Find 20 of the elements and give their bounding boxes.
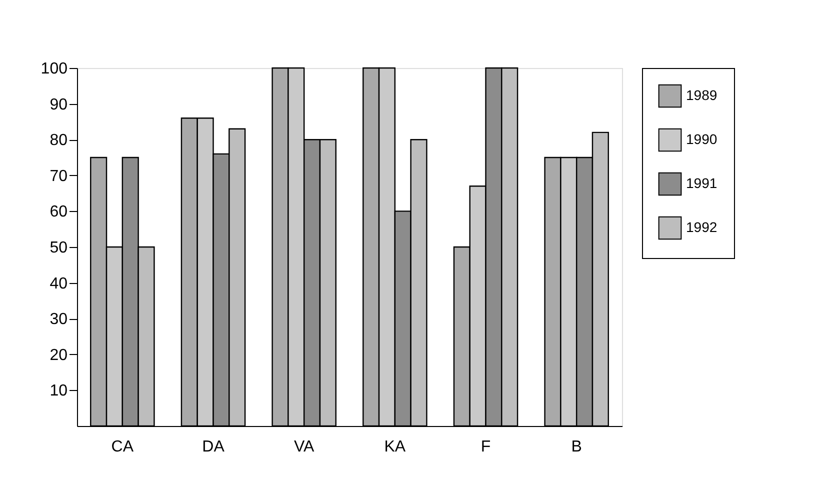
x-tick-label: CA bbox=[111, 438, 134, 456]
y-tick-label: 70 bbox=[50, 168, 68, 185]
y-tick-label: 100 bbox=[40, 60, 68, 78]
legend-label: 1992 bbox=[686, 219, 718, 235]
x-tick-label: B bbox=[571, 438, 582, 456]
legend-label: 1989 bbox=[686, 87, 718, 103]
x-tick-label: DA bbox=[202, 438, 225, 456]
y-tick-label: 10 bbox=[50, 382, 68, 400]
y-tick-label: 90 bbox=[50, 96, 68, 114]
y-tick-label: 40 bbox=[50, 275, 68, 292]
y-tick-label: 60 bbox=[50, 204, 68, 221]
x-tick-label: KA bbox=[384, 438, 406, 456]
legend-label: 1991 bbox=[686, 175, 718, 191]
y-tick-label: 30 bbox=[50, 311, 68, 328]
x-tick-label: F bbox=[480, 438, 491, 456]
y-tick-label: 20 bbox=[50, 346, 68, 364]
y-tick-label: 50 bbox=[50, 240, 68, 256]
legend-label: 1990 bbox=[686, 131, 718, 147]
x-tick-label: VA bbox=[294, 438, 314, 456]
y-tick-label: 80 bbox=[50, 132, 68, 150]
